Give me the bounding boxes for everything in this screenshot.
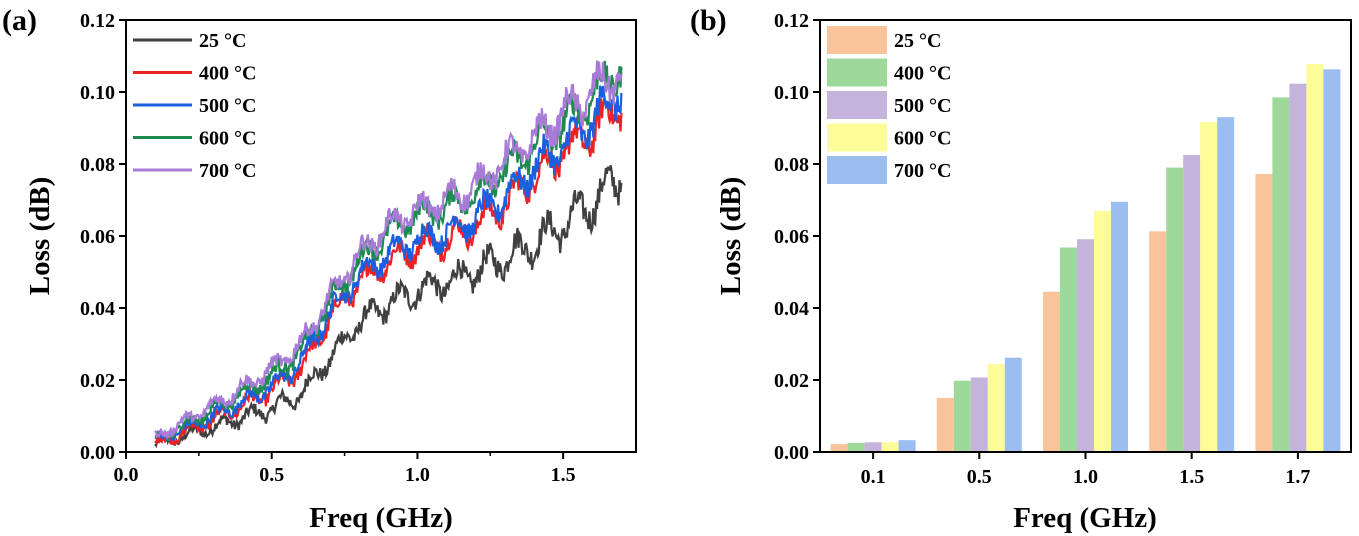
bar-400-c-1-5 bbox=[1166, 167, 1184, 452]
legend-label-700-c: 700 °C bbox=[894, 160, 951, 182]
legend-swatch-500-c bbox=[827, 91, 887, 119]
y-tick-label: 0.12 bbox=[80, 10, 115, 32]
legend-label-600-c: 600 °C bbox=[199, 128, 256, 150]
bar-500-c-0-5 bbox=[970, 377, 988, 452]
y-tick-label: 0.06 bbox=[80, 226, 115, 248]
y-tick-label: 0.04 bbox=[774, 298, 809, 320]
panel-a-label: (a) bbox=[2, 4, 37, 37]
y-tick-label: 0.08 bbox=[774, 154, 809, 176]
bar-700-c-1-0 bbox=[1111, 201, 1128, 452]
series-line-25-c bbox=[154, 164, 623, 449]
legend-label-600-c: 600 °C bbox=[894, 128, 951, 150]
bar-600-c-1-5 bbox=[1200, 122, 1218, 453]
bar-400-c-0-5 bbox=[953, 380, 971, 452]
panel-b-axes: 0.00 0.02 0.04 0.06 0.08 0.10 0.12 0.1 0.5 1.0 1.5… bbox=[774, 10, 1310, 488]
panel-b-x-axis-title: Freq (GHz) bbox=[1013, 502, 1157, 534]
y-tick-label: 0.10 bbox=[80, 82, 115, 104]
legend-label-500-c: 500 °C bbox=[199, 95, 256, 117]
bar-25-c-0-1 bbox=[830, 444, 848, 452]
bar-600-c-0-1 bbox=[881, 442, 899, 452]
panel-a-x-axis-title: Freq (GHz) bbox=[309, 502, 453, 534]
y-tick-label: 0.12 bbox=[774, 10, 809, 32]
x-tick-label: 1.7 bbox=[1285, 466, 1310, 488]
legend-label-400-c: 400 °C bbox=[894, 63, 951, 85]
bar-700-c-0-1 bbox=[898, 440, 916, 452]
y-tick-label: 0.06 bbox=[774, 226, 809, 248]
panel-a-legend: 25 °C 400 °C 500 °C 600 °C 700 °C bbox=[133, 30, 256, 182]
legend-label-700-c: 700 °C bbox=[199, 160, 256, 182]
bar-400-c-1-7 bbox=[1272, 97, 1290, 453]
bar-600-c-1-0 bbox=[1094, 210, 1111, 452]
y-tick-label: 0.10 bbox=[774, 82, 809, 104]
panel-b-bars-group bbox=[830, 63, 1341, 453]
bar-700-c-1-5 bbox=[1217, 117, 1235, 452]
x-tick-label: 0.5 bbox=[967, 466, 992, 488]
bar-500-c-1-0 bbox=[1077, 239, 1094, 452]
panel-b-legend: 25 °C 400 °C 500 °C 600 °C 700 °C bbox=[827, 26, 951, 184]
bar-400-c-0-1 bbox=[847, 443, 865, 452]
series-line-500-c bbox=[154, 85, 623, 442]
series-line-700-c bbox=[154, 60, 623, 441]
legend-swatch-25-c bbox=[827, 26, 887, 54]
bar-700-c-1-7 bbox=[1323, 69, 1341, 452]
x-tick-label: 0.5 bbox=[259, 464, 284, 486]
legend-swatch-600-c bbox=[827, 123, 887, 152]
panel-a-y-axis-title: Loss (dB) bbox=[24, 177, 56, 295]
y-tick-label: 0.08 bbox=[80, 154, 115, 176]
bar-25-c-1-0 bbox=[1043, 291, 1060, 452]
x-tick-label: 1.0 bbox=[405, 464, 430, 486]
panel-a-axes: 0.00 0.02 0.04 0.06 0.08 0.10 0.12 0.0 0.5 1.0 1.5 bbox=[80, 10, 576, 486]
y-tick-label: 0.02 bbox=[774, 370, 809, 392]
bar-600-c-0-5 bbox=[987, 364, 1005, 452]
y-tick-label: 0.02 bbox=[80, 370, 115, 392]
x-tick-label: 0.0 bbox=[114, 464, 139, 486]
bar-500-c-0-1 bbox=[864, 442, 882, 452]
bar-500-c-1-5 bbox=[1183, 155, 1201, 452]
panel-a: (a) 0.00 0.02 0.04 0.06 0.08 0.10 0.12 0.0 0.5 1.… bbox=[2, 4, 637, 534]
x-tick-label: 1.5 bbox=[1179, 466, 1204, 488]
y-tick-label: 0.00 bbox=[774, 442, 809, 464]
y-tick-label: 0.00 bbox=[80, 442, 115, 464]
legend-swatch-700-c bbox=[827, 156, 887, 184]
legend-label-25-c: 25 °C bbox=[199, 30, 246, 52]
x-tick-label: 1.5 bbox=[551, 464, 576, 486]
bar-25-c-1-7 bbox=[1255, 174, 1273, 452]
x-tick-label: 1.0 bbox=[1073, 466, 1098, 488]
panel-b: (b) 0.00 0.02 0.04 0.06 0.08 0.10 0.12 0.1 0.5 1.… bbox=[690, 4, 1352, 534]
panel-b-label: (b) bbox=[690, 4, 727, 37]
legend-label-400-c: 400 °C bbox=[199, 63, 256, 85]
bar-600-c-1-7 bbox=[1306, 63, 1324, 453]
bar-500-c-1-7 bbox=[1289, 83, 1307, 452]
legend-label-25-c: 25 °C bbox=[894, 30, 941, 52]
bar-25-c-0-5 bbox=[936, 398, 954, 452]
bar-400-c-1-0 bbox=[1060, 247, 1077, 452]
bar-25-c-1-5 bbox=[1149, 231, 1167, 452]
panel-a-series-group bbox=[154, 60, 623, 449]
y-tick-label: 0.04 bbox=[80, 298, 115, 320]
legend-swatch-400-c bbox=[827, 58, 887, 87]
legend-label-500-c: 500 °C bbox=[894, 95, 951, 117]
panel-b-y-axis-title: Loss (dB) bbox=[715, 177, 747, 295]
bar-700-c-0-5 bbox=[1004, 357, 1022, 452]
x-tick-label: 0.1 bbox=[861, 466, 886, 488]
